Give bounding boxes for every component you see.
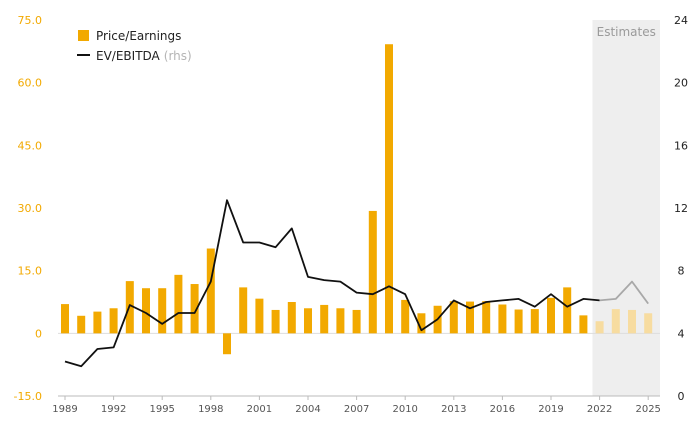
bar-price-earnings-1996 xyxy=(174,274,183,334)
y-tick-left-60.0: 60.0 xyxy=(18,77,43,90)
bar-price-earnings-1994 xyxy=(142,288,150,334)
x-tick-2004: 2004 xyxy=(295,404,320,415)
bar-price-earnings-1995 xyxy=(158,288,167,334)
bar-price-earnings-1997 xyxy=(190,284,199,334)
bar-price-earnings-2022 xyxy=(595,321,604,334)
bar-price-earnings-2019 xyxy=(547,297,555,334)
y-tick-right-4: 4 xyxy=(678,327,685,340)
bar-price-earnings-1992 xyxy=(109,308,118,334)
bar-price-earnings-2017 xyxy=(514,309,523,334)
x-tick-2022: 2022 xyxy=(587,404,612,415)
bar-price-earnings-2004 xyxy=(304,308,312,334)
estimates-label: Estimates xyxy=(597,25,656,39)
y-tick-right-0: 0 xyxy=(678,390,685,403)
y-tick-right-24: 24 xyxy=(674,14,688,27)
bar-price-earnings-1989 xyxy=(61,304,69,334)
bar-price-earnings-2018 xyxy=(530,309,539,334)
y-tick-right-8: 8 xyxy=(678,265,685,278)
y-tick-left-30.0: 30.0 xyxy=(18,202,43,215)
bar-price-earnings-2005 xyxy=(320,304,329,334)
x-tick-2016: 2016 xyxy=(490,404,515,415)
bar-price-earnings-1999 xyxy=(223,333,231,355)
bar-price-earnings-2023 xyxy=(611,309,620,334)
x-tick-1992: 1992 xyxy=(101,404,126,415)
legend-label-price-earnings: Price/Earnings xyxy=(96,29,181,43)
x-tick-2010: 2010 xyxy=(392,404,417,415)
bar-price-earnings-2003 xyxy=(287,302,296,334)
line-ev-ebitda-actual xyxy=(64,199,600,368)
x-tick-1989: 1989 xyxy=(52,404,77,415)
x-tick-1998: 1998 xyxy=(198,404,223,415)
x-tick-1995: 1995 xyxy=(149,404,174,415)
y-tick-left--15.0: -15.0 xyxy=(14,390,42,403)
y-tick-right-12: 12 xyxy=(674,202,688,215)
legend-label-ev-ebitda-suffix: (rhs) xyxy=(164,49,192,63)
y-tick-left-15.0: 15.0 xyxy=(18,265,43,278)
bar-price-earnings-2020 xyxy=(563,287,572,334)
bar-price-earnings-1998 xyxy=(206,248,215,334)
y-tick-right-16: 16 xyxy=(674,139,688,152)
bar-price-earnings-2024 xyxy=(628,309,636,334)
line-ev-ebitda-estimates xyxy=(599,280,649,305)
bar-price-earnings-2006 xyxy=(336,308,345,334)
x-tick-2025: 2025 xyxy=(635,404,660,415)
estimates-shade xyxy=(592,20,660,396)
bar-price-earnings-2000 xyxy=(239,287,248,334)
legend-label-ev-ebitda-name: EV/EBITDA xyxy=(96,49,161,63)
x-tick-2013: 2013 xyxy=(441,404,466,415)
bar-price-earnings-2011 xyxy=(417,313,426,334)
bar-price-earnings-2015 xyxy=(482,301,491,334)
bar-price-earnings-2010 xyxy=(401,299,410,334)
bar-price-earnings-2002 xyxy=(271,309,280,334)
x-tick-2001: 2001 xyxy=(247,404,272,415)
legend-label-ev-ebitda: EV/EBITDA (rhs) xyxy=(96,49,192,63)
y-tick-left-0: 0 xyxy=(35,327,42,340)
bar-price-earnings-2025 xyxy=(644,313,653,334)
bar-price-earnings-1991 xyxy=(93,311,102,334)
bar-price-earnings-2007 xyxy=(352,309,361,334)
bar-price-earnings-2016 xyxy=(498,304,507,334)
y-tick-left-45.0: 45.0 xyxy=(18,139,43,152)
bar-price-earnings-2001 xyxy=(255,298,264,334)
bar-price-earnings-2013 xyxy=(449,301,458,334)
bar-price-earnings-1990 xyxy=(77,315,86,334)
x-tick-2007: 2007 xyxy=(344,404,369,415)
bar-price-earnings-2021 xyxy=(579,315,588,334)
bar-price-earnings-2014 xyxy=(466,301,474,334)
x-tick-2019: 2019 xyxy=(538,404,563,415)
legend-swatch-price-earnings xyxy=(78,30,89,41)
bar-price-earnings-2008 xyxy=(368,210,377,334)
bar-price-earnings-2009 xyxy=(385,44,393,334)
legend: Price/Earnings EV/EBITDA (rhs) xyxy=(77,29,192,63)
y-tick-right-20: 20 xyxy=(674,77,688,90)
y-tick-left-75.0: 75.0 xyxy=(18,14,43,27)
